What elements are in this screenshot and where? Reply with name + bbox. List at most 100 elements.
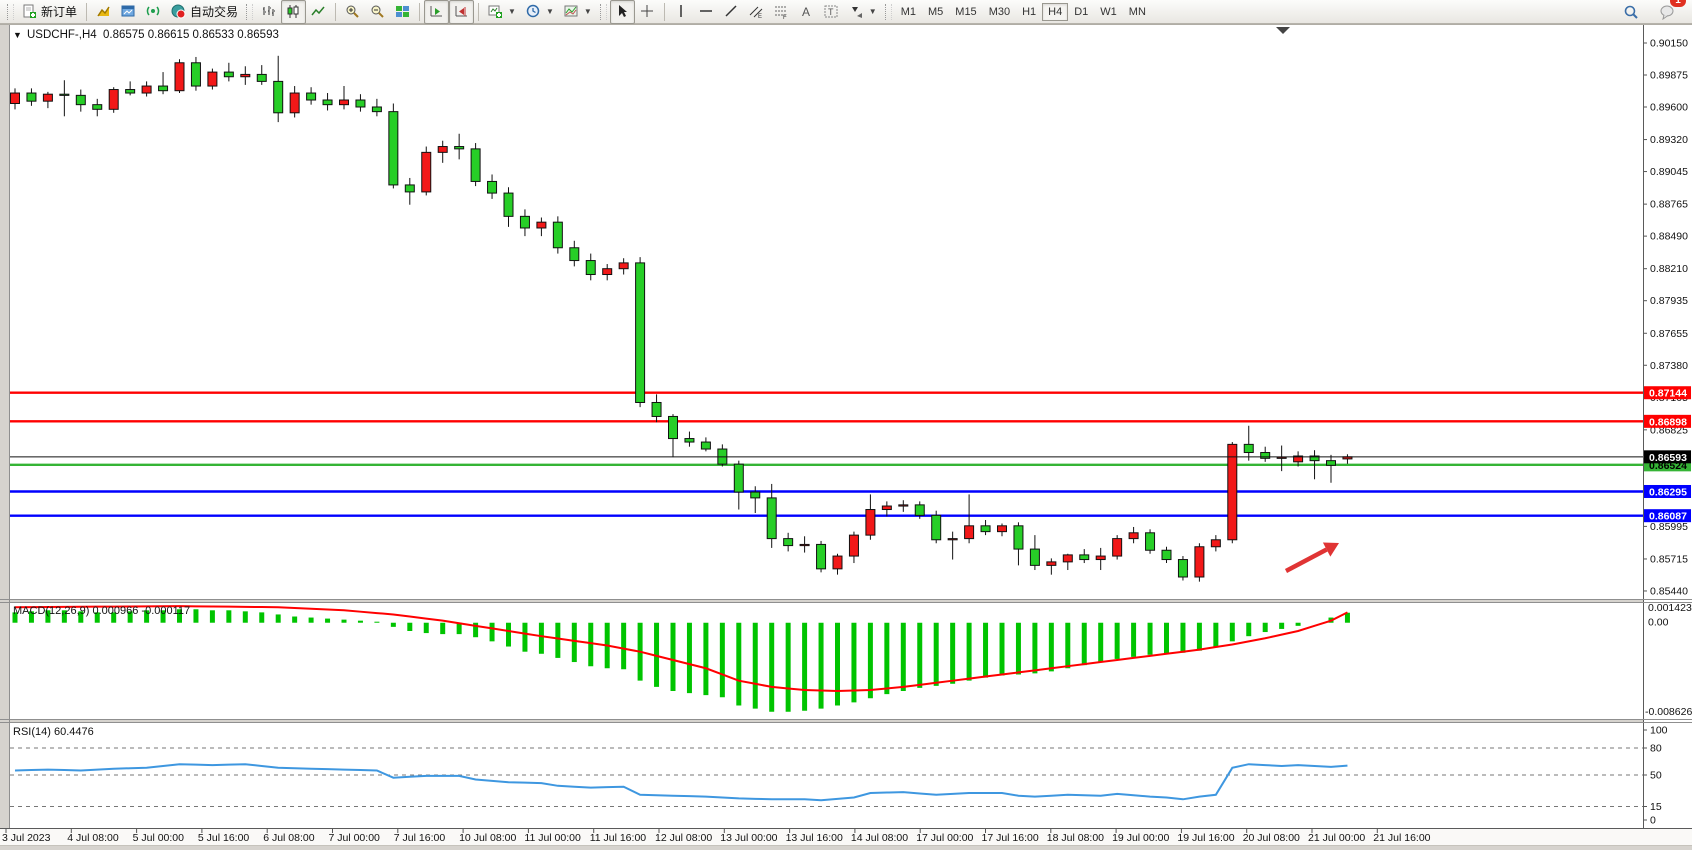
price-level-badge (1644, 484, 1691, 498)
tile-windows-button[interactable] (390, 0, 415, 24)
timeframe-M1[interactable]: M1 (900, 5, 916, 18)
chart-area[interactable]: 0.90150 0.89875 0.89600 0.89320 0.89045 0.887… (0, 24, 1692, 850)
zoom-in-button[interactable] (340, 0, 365, 24)
time-axis-strip[interactable] (0, 829, 1692, 845)
candle-body (421, 151, 432, 193)
trendline-button[interactable] (719, 0, 744, 24)
candle-body (997, 525, 1007, 533)
candle-body (108, 89, 119, 110)
candle-body (1062, 554, 1073, 563)
svg-text:F: F (783, 15, 787, 19)
candlestick-icon (286, 4, 301, 19)
search-button[interactable] (1618, 0, 1644, 24)
vertical-line-icon (674, 4, 689, 19)
cursor-button[interactable] (609, 0, 635, 24)
price-tick-label: 0.89875 (1650, 69, 1688, 81)
macd-panel[interactable] (9, 602, 1644, 719)
candle-body (684, 438, 695, 443)
line-chart-button[interactable] (306, 0, 331, 24)
data-window-button[interactable] (116, 0, 141, 24)
candle-body (1210, 539, 1221, 548)
arrow-object-head[interactable] (1322, 542, 1339, 557)
templates-button[interactable]: ▼ (559, 0, 597, 24)
candle-body (585, 260, 596, 276)
crosshair-button[interactable] (635, 0, 660, 24)
autotrade-button[interactable]: 自动交易 (166, 0, 243, 24)
price-tick-label: 0.87935 (1650, 295, 1688, 307)
candle-body (322, 99, 333, 106)
candle-body (750, 491, 761, 499)
equidistant-channel-button[interactable]: E (744, 0, 769, 24)
candle-body (799, 543, 810, 547)
candle-body (141, 85, 152, 94)
time-tick-label: 21 Jul 16:00 (1373, 832, 1430, 844)
candle-body (487, 180, 498, 194)
text-label-button[interactable]: T (819, 0, 844, 24)
candle-body (1095, 555, 1106, 561)
price-level-badge (1644, 414, 1691, 428)
rsi-line (14, 763, 1348, 802)
candle-body (733, 463, 744, 493)
main-price-panel[interactable] (9, 25, 1644, 599)
vertical-line-button[interactable] (669, 0, 694, 24)
timeframe-M30[interactable]: M30 (988, 5, 1011, 18)
autotrade-icon (171, 4, 186, 19)
timeframe-MN[interactable]: MN (1128, 5, 1146, 18)
candle-body (371, 106, 382, 113)
candlestick-chart-button[interactable] (281, 0, 307, 24)
text-button[interactable]: A (794, 0, 819, 24)
new-order-button[interactable]: 新订单 (17, 0, 82, 24)
candle-body (569, 247, 580, 262)
rsi-axis-label: 50 (1650, 770, 1662, 782)
symbol-dropdown-icon[interactable]: ▼ (13, 30, 22, 40)
fibonacci-button[interactable]: F (769, 0, 794, 24)
timeframe-M15[interactable]: M15 (955, 5, 977, 18)
time-tick-label: 3 Jul 2023 (2, 832, 51, 844)
gold-chart-icon (96, 4, 111, 19)
candle-body (1194, 546, 1205, 578)
macd-axis-max: 0.001423 (1648, 602, 1692, 614)
svg-text:E: E (758, 14, 762, 19)
candle-body (1177, 559, 1188, 578)
candle-body (289, 92, 300, 114)
timeframe-H4[interactable]: H4 (1042, 2, 1069, 21)
candle-body (26, 92, 37, 102)
arrow-object[interactable] (1284, 547, 1328, 573)
signals-button[interactable] (141, 0, 166, 24)
autoscroll-button[interactable] (424, 0, 450, 24)
timeframe-D1[interactable]: D1 (1074, 5, 1089, 18)
bar-chart-button[interactable] (256, 0, 281, 24)
timeframe-M5[interactable]: M5 (928, 5, 944, 18)
new-order-icon (22, 4, 37, 19)
chart-shift-marker[interactable] (1276, 27, 1290, 34)
candle-body (519, 215, 530, 229)
chart-shift-button[interactable] (449, 0, 475, 24)
horizontal-line-button[interactable] (694, 0, 719, 24)
time-tick-label: 10 Jul 08:00 (459, 832, 516, 844)
channel-icon: E (749, 4, 764, 19)
time-tick-label: 7 Jul 16:00 (394, 832, 446, 844)
candle-body (1227, 443, 1238, 541)
new-chart-button[interactable]: ▼ (483, 0, 521, 24)
timeframe-W1[interactable]: W1 (1100, 5, 1117, 18)
profiles-button[interactable]: ▼ (521, 0, 559, 24)
line-chart-icon (311, 4, 326, 19)
notifications-button[interactable]: 1 (1654, 0, 1686, 24)
panel-borders (0, 24, 1692, 846)
timeframe-H1[interactable]: H1 (1022, 5, 1037, 18)
candle-body (1326, 460, 1336, 466)
arrows-button[interactable]: ▼ (844, 0, 882, 24)
time-tick-label: 17 Jul 16:00 (982, 832, 1039, 844)
template-chart-icon (564, 4, 579, 19)
toolbar-grip[interactable] (7, 3, 14, 20)
bar-chart-icon (261, 4, 276, 19)
horizontal-line-icon (699, 4, 714, 19)
zoom-out-button[interactable] (365, 0, 390, 24)
autotrade-label: 自动交易 (190, 5, 239, 19)
candle-body (1260, 452, 1271, 459)
candle-body (914, 504, 925, 516)
price-tick-label: 0.85440 (1650, 585, 1688, 597)
rsi-axis-label: 100 (1650, 725, 1668, 737)
time-tick-label: 5 Jul 16:00 (198, 832, 250, 844)
market-watch-button[interactable] (91, 0, 116, 24)
